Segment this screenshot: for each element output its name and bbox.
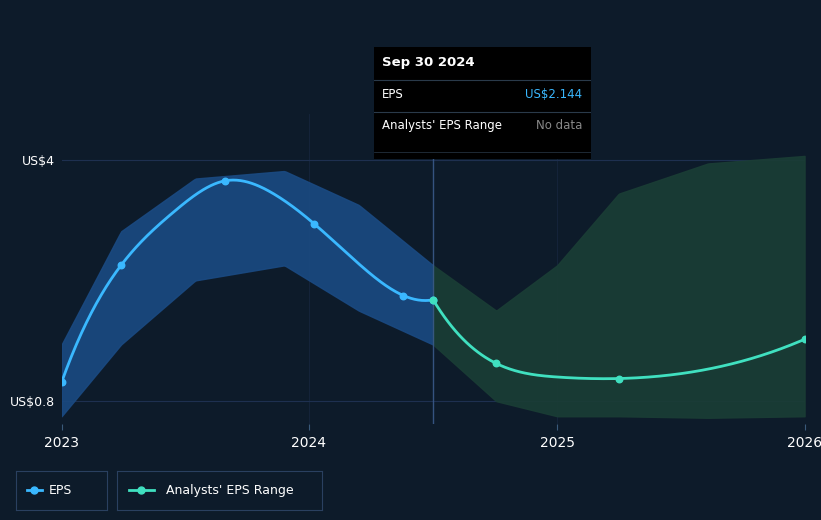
Text: Analysts Forecasts: Analysts Forecasts — [441, 140, 564, 153]
Point — [427, 295, 440, 304]
Text: EPS: EPS — [49, 484, 72, 497]
Point — [397, 291, 410, 300]
Point — [114, 261, 127, 269]
Point — [798, 335, 811, 343]
Text: Actual: Actual — [387, 140, 425, 153]
Text: Sep 30 2024: Sep 30 2024 — [383, 56, 475, 69]
Text: EPS: EPS — [383, 88, 404, 101]
Point — [427, 295, 440, 304]
Text: Analysts' EPS Range: Analysts' EPS Range — [383, 120, 502, 133]
Text: No data: No data — [536, 120, 582, 133]
Text: Analysts' EPS Range: Analysts' EPS Range — [166, 484, 293, 497]
Point — [612, 374, 626, 383]
Point — [489, 359, 502, 368]
Point — [55, 378, 68, 386]
Text: US$2.144: US$2.144 — [525, 88, 582, 101]
Point — [308, 219, 321, 228]
Point — [218, 177, 232, 185]
